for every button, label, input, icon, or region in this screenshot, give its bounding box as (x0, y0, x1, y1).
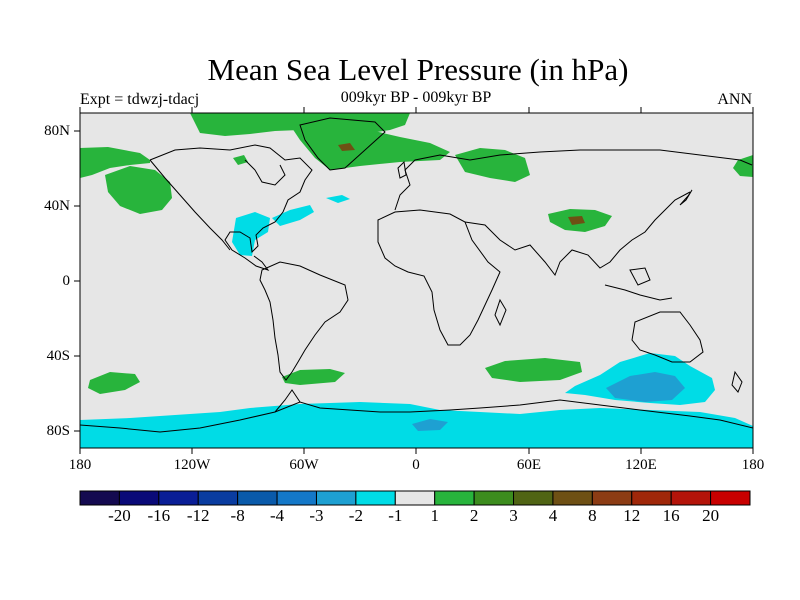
south-america-coast (259, 261, 349, 381)
asia-south-coast (464, 191, 691, 277)
colorbar-label: 20 (702, 506, 720, 525)
hudson-bay-coast (244, 159, 286, 186)
y-tick-label: 0 (62, 273, 71, 289)
colorbar-swatch (118, 490, 160, 506)
negative-anomaly-region (326, 195, 350, 203)
season-label: ANN (717, 91, 752, 108)
positive-anomaly-region (733, 155, 753, 177)
colorbar-swatch (237, 490, 278, 506)
colorbar-swatch (276, 490, 317, 506)
colorbar-swatch (315, 490, 357, 506)
colorbar-swatch (394, 490, 436, 506)
x-tick-label: 180 (741, 457, 765, 473)
x-tick-label: 120W (173, 457, 211, 473)
colorbar-label: -12 (186, 506, 210, 525)
colorbar-swatch (355, 490, 396, 506)
experiment-label: Expt = tdwzj-tdacj (80, 91, 200, 108)
colorbar-swatch (513, 490, 554, 506)
west-coast (149, 159, 231, 251)
eurasia-coast (394, 149, 753, 211)
colorbar-label: -1 (388, 506, 403, 525)
colorbar-swatch (158, 490, 199, 506)
positive-anomaly-region (233, 155, 248, 165)
negative-anomaly-region (232, 212, 270, 256)
positive-anomaly-region (88, 372, 140, 394)
colorbar-label: -16 (147, 506, 171, 525)
colorbar-label: 12 (623, 506, 641, 525)
colorbar-swatch (591, 490, 633, 506)
x-tick-label: 180 (68, 457, 92, 473)
x-tick-label: 60E (516, 457, 542, 473)
strong-positive-core (568, 216, 585, 225)
y-tick-label: 80N (44, 123, 70, 139)
colorbar (79, 490, 751, 506)
colorbar-label: 4 (548, 506, 558, 525)
australia-coast (631, 311, 704, 363)
colorbar-label: -3 (309, 506, 324, 525)
colorbar-label: 8 (588, 506, 597, 525)
madagascar-coast (494, 298, 507, 327)
colorbar-swatch (473, 490, 515, 506)
axis-ticks (74, 107, 754, 454)
colorbar-label: -8 (230, 506, 245, 525)
positive-anomaly-region (485, 358, 582, 382)
north-america-coast (149, 144, 313, 271)
colorbar-label: 16 (662, 506, 680, 525)
colorbar-label: -20 (108, 506, 131, 525)
strong-negative-core (606, 372, 685, 402)
y-tick-label: 40S (46, 348, 70, 364)
antarctica-coast (80, 399, 753, 433)
strong-positive-core (338, 143, 355, 151)
positive-anomaly-region (105, 166, 172, 214)
colorbar-label: 2 (469, 506, 479, 525)
borneo-coast (629, 267, 651, 286)
colorbar-label: 1 (430, 506, 439, 525)
coastlines (80, 117, 753, 433)
colorbar-swatch (79, 490, 120, 506)
japan-coast (679, 189, 693, 206)
greenland-coast (299, 117, 386, 171)
colorbar-label: -4 (269, 506, 285, 525)
colorbar-swatch (631, 490, 672, 506)
strong-negative-core (412, 419, 448, 431)
x-tick-label: 60W (289, 457, 319, 473)
colorbar-label: -2 (348, 506, 363, 525)
colorbar-swatch (552, 490, 593, 506)
positive-anomaly-region (455, 148, 530, 182)
africa-coast (377, 209, 501, 346)
colorbar-swatch (670, 490, 712, 506)
colorbar-swatch (434, 490, 475, 506)
map-title: Mean Sea Level Pressure (in hPa) (207, 52, 629, 87)
map-subtitle: 009kyr BP - 009kyr BP (340, 89, 492, 106)
y-tick-label: 80S (46, 423, 70, 439)
colorbar-label: 3 (509, 506, 518, 525)
negative-anomaly-region (272, 205, 314, 226)
colorbar-swatch (710, 490, 751, 506)
indonesia-coast (604, 284, 673, 301)
new-zealand-coast (731, 370, 743, 393)
uk-coast (397, 160, 407, 179)
antarctic-peninsula (274, 389, 301, 413)
x-tick-label: 120E (625, 457, 657, 473)
positive-anomaly-region (282, 369, 345, 385)
y-tick-label: 40N (44, 198, 70, 214)
positive-anomaly-region (80, 147, 150, 178)
colorbar-swatch (197, 490, 239, 506)
x-tick-label: 0 (412, 457, 420, 473)
